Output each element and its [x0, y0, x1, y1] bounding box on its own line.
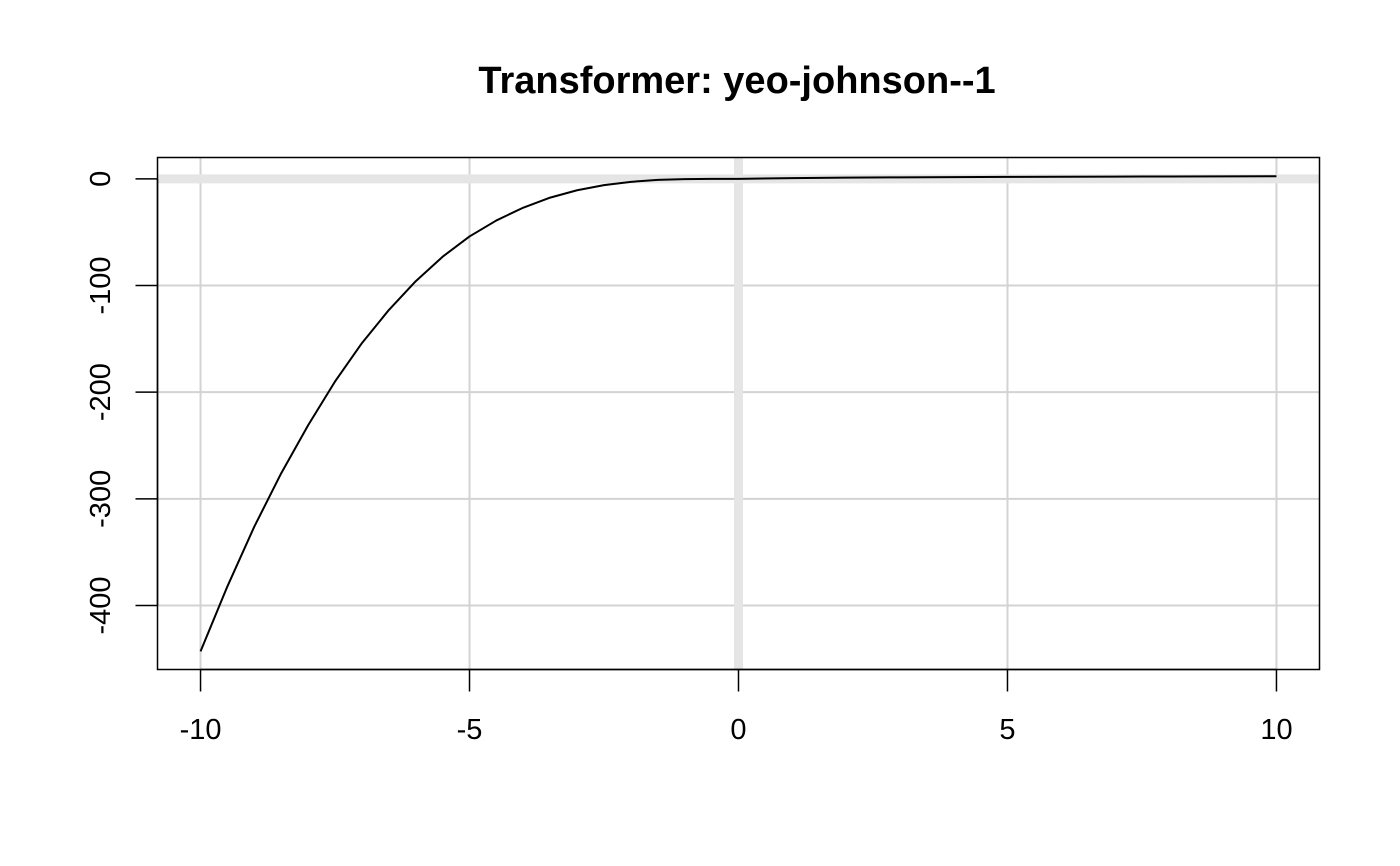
y-tick-label: -200 [85, 363, 117, 421]
y-tick-label: 0 [85, 171, 117, 187]
x-tick-label: 10 [1260, 714, 1292, 746]
y-tick-label: -400 [85, 576, 117, 634]
x-tick-label: -5 [457, 714, 483, 746]
series-lines [199, 175, 1277, 652]
y-tick-label: -300 [85, 470, 117, 528]
y-axis: 0 -100 -200 -300 -400 [85, 171, 159, 635]
chart-title: Transformer: yeo-johnson--1 [478, 60, 995, 102]
x-tick-label: -10 [180, 714, 222, 746]
y-tick-label: -100 [85, 256, 117, 314]
reference-lines [157, 157, 1320, 670]
x-tick-label: 0 [730, 714, 746, 746]
x-axis: -10 -5 0 5 10 [180, 668, 1293, 746]
series-line [199, 175, 1277, 652]
x-tick-label: 5 [999, 714, 1015, 746]
